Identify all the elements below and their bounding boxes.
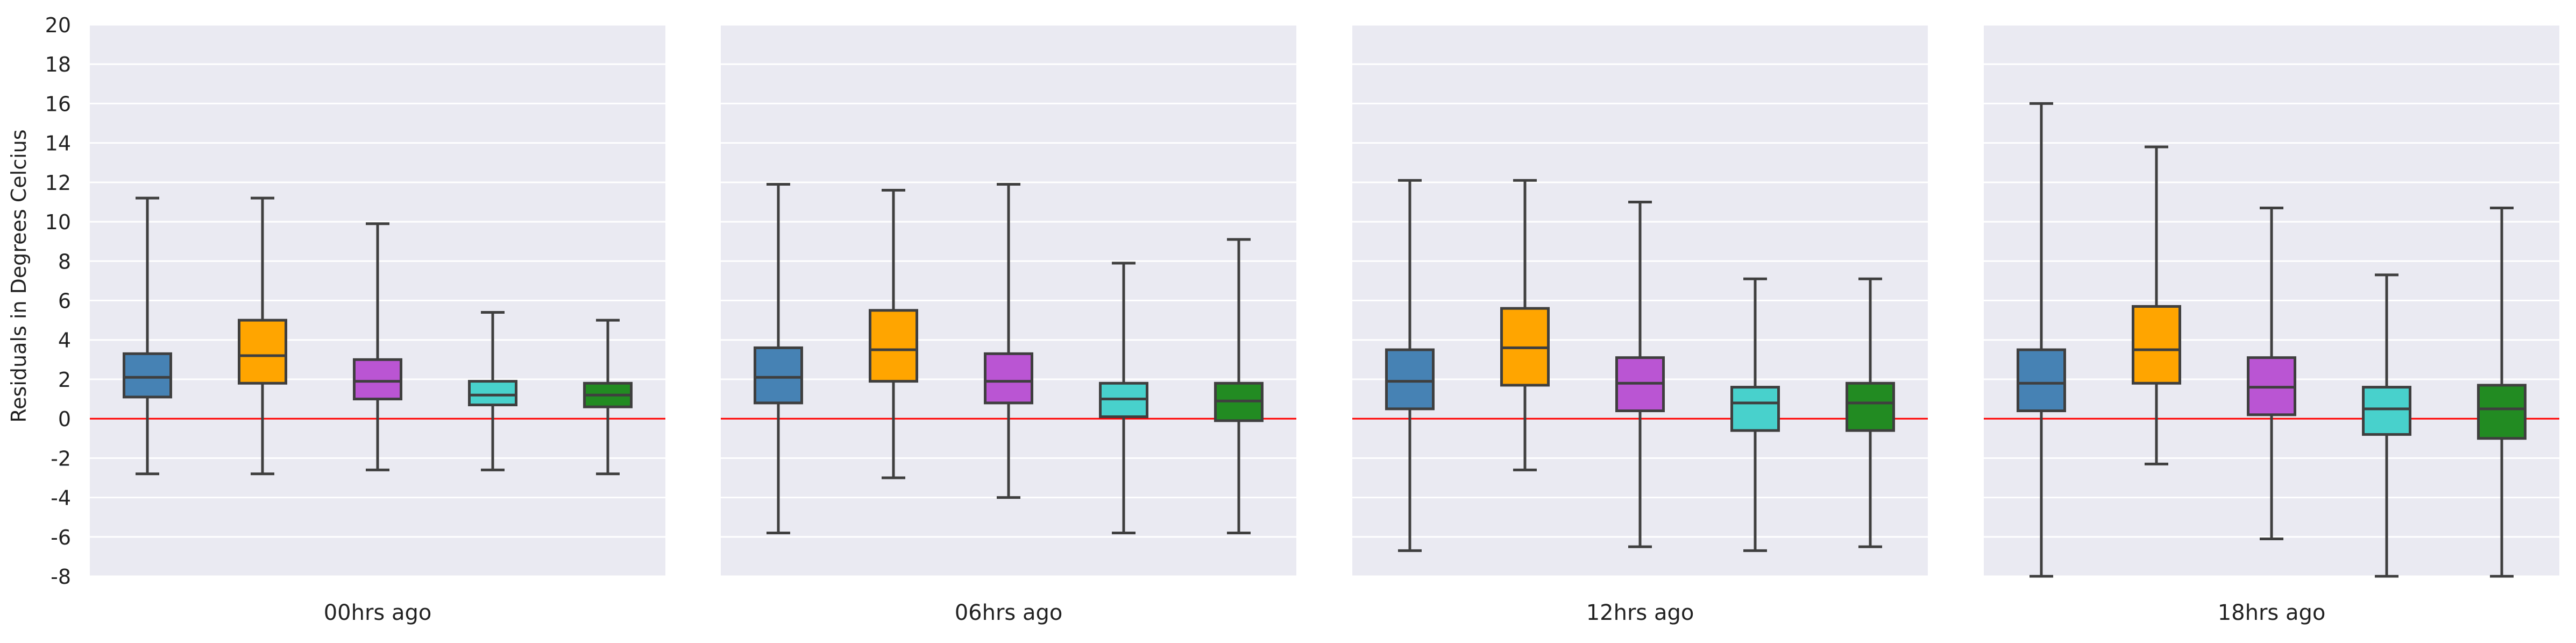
box-plot <box>1500 179 1550 471</box>
y-tick-label: 6 <box>58 289 71 313</box>
box-iqr <box>869 309 918 383</box>
box-iqr <box>468 380 517 407</box>
box-iqr <box>1846 381 1895 432</box>
box-plot <box>2017 102 2066 578</box>
panel-0: 00hrs ago <box>90 24 665 625</box>
x-axis-label: 06hrs ago <box>955 600 1063 625</box>
box-iqr <box>984 352 1033 405</box>
y-tick-label: 14 <box>45 132 71 156</box>
y-tick-label: 10 <box>45 210 71 234</box>
x-axis-label: 12hrs ago <box>1586 600 1694 625</box>
panel-1: 06hrs ago <box>721 24 1296 625</box>
box-plot <box>1615 200 1665 548</box>
y-tick-label: 0 <box>58 407 71 431</box>
box-plot <box>123 196 172 476</box>
box-iqr <box>238 319 287 385</box>
box-iqr <box>754 346 803 405</box>
box-plot <box>353 222 402 471</box>
y-tick-label: 16 <box>45 92 71 116</box>
box-plot <box>984 183 1033 499</box>
box-plot <box>754 183 803 534</box>
box-plot <box>238 196 287 476</box>
box-plot <box>1099 262 1148 534</box>
box-plot <box>583 319 633 476</box>
y-tick-label: -8 <box>51 565 71 589</box>
box-plot <box>468 310 517 471</box>
box-iqr <box>2017 348 2066 413</box>
box-iqr <box>123 352 172 399</box>
y-tick-label: 4 <box>58 329 71 352</box>
y-tick-label: -2 <box>51 447 71 470</box>
box-plot <box>1385 179 1435 552</box>
y-tick-label: 2 <box>58 368 71 392</box>
panel-3: 18hrs ago <box>1984 24 2559 625</box>
y-tick-label: 20 <box>45 13 71 37</box>
box-plot <box>2132 145 2181 465</box>
box-iqr <box>2132 305 2181 385</box>
box-plot <box>1214 238 1264 534</box>
box-iqr <box>1385 348 1435 411</box>
panel-2: 12hrs ago <box>1352 24 1928 625</box>
y-tick-label: 8 <box>58 250 71 273</box>
box-plot <box>2362 273 2411 578</box>
y-tick-label: -4 <box>51 486 71 510</box>
y-tick-label: 12 <box>45 171 71 195</box>
box-iqr <box>2362 386 2411 436</box>
box-plot <box>2247 206 2296 540</box>
box-iqr <box>1730 386 1780 432</box>
box-plot <box>869 189 918 479</box>
y-tick-label: 18 <box>45 53 71 76</box>
box-plot <box>1846 277 1895 548</box>
x-axis-label: 00hrs ago <box>324 600 432 625</box>
box-plot <box>1730 277 1780 552</box>
y-axis-label: Residuals in Degrees Celcius <box>7 129 31 422</box>
x-axis-label: 18hrs ago <box>2218 600 2326 625</box>
box-plot <box>2477 206 2527 578</box>
box-iqr <box>2477 384 2527 440</box>
box-iqr <box>353 358 402 401</box>
y-tick-label: -6 <box>51 526 71 549</box>
